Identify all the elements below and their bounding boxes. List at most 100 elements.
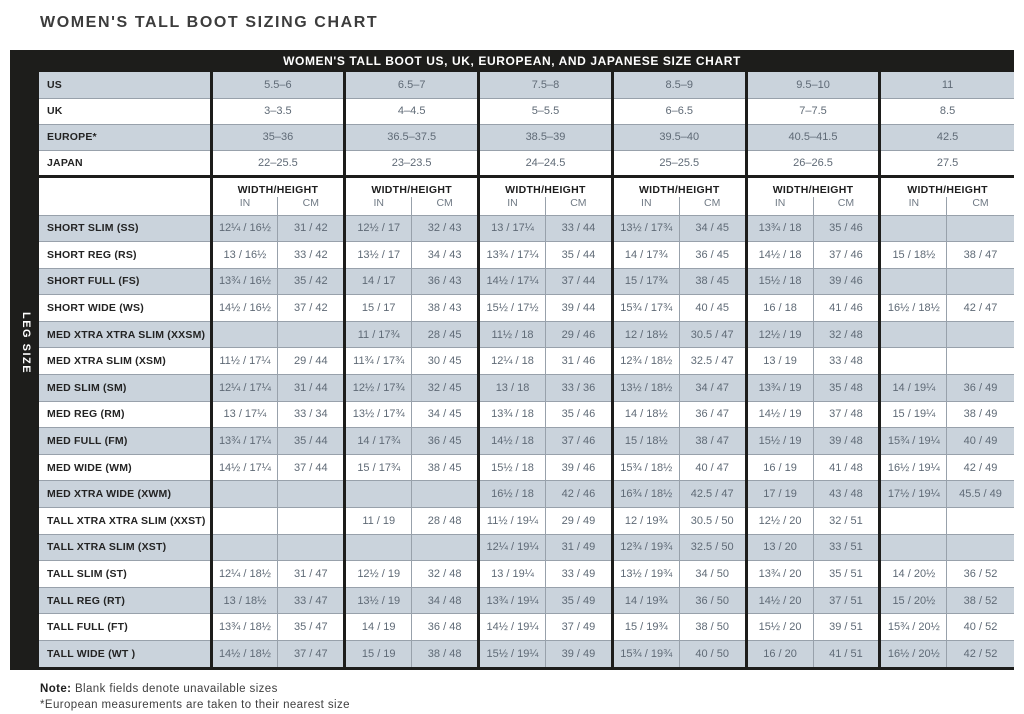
width-height-cm-value: 39 / 46	[544, 453, 613, 481]
leg-size-row: SHORT SLIM (SS) 12¼ / 16½ 31 / 42 12½ / 17 3…	[39, 214, 1014, 242]
size-value: 24–24.5	[477, 149, 613, 176]
width-height-cm-value	[277, 480, 345, 508]
width-height-in-value: 15½ / 18	[744, 267, 814, 295]
width-height-cm-value: 32 / 48	[812, 320, 880, 348]
width-height-in-value: 13¾ / 18½	[211, 613, 278, 641]
region-label: US	[39, 72, 213, 98]
width-height-in-value: 16½ / 19¼	[878, 453, 947, 481]
size-value: 7–7.5	[744, 97, 880, 124]
size-row: UK 3–3.5 4–4.5 5–5.5 6–6.5 7–7.5 8.5	[39, 97, 1014, 124]
width-height-header: WIDTH/HEIGHT	[610, 174, 747, 197]
footnote-note-label: Note:	[40, 683, 72, 695]
width-height-cm-value: 32 / 43	[411, 214, 479, 242]
width-height-in-value: 12¼ / 16½	[211, 214, 278, 242]
leg-size-label: TALL XTRA XTRA SLIM (XXST)	[39, 507, 213, 535]
width-height-in-value: 12¾ / 19¾	[610, 533, 680, 561]
units-row: IN CM IN CM IN CM IN CM IN CM IN CM	[39, 197, 1014, 215]
width-height-cm-value: 43 / 48	[812, 480, 880, 508]
leg-size-label: TALL REG (RT)	[39, 586, 213, 614]
leg-size-label: SHORT FULL (FS)	[39, 267, 213, 295]
width-height-in-value: 12¼ / 19¼	[477, 533, 546, 561]
width-height-cm-value: 35 / 49	[544, 586, 613, 614]
size-value: 9.5–10	[744, 72, 880, 98]
size-row: US 5.5–6 6.5–7 7.5–8 8.5–9 9.5–10 11	[39, 72, 1014, 98]
width-height-in-value: 13 / 19	[744, 347, 814, 375]
width-height-in-value: 14 / 19¼	[878, 374, 947, 402]
width-height-cm-value: 35 / 48	[812, 374, 880, 402]
width-height-cm-value: 30.5 / 50	[678, 507, 747, 535]
width-height-cm-value	[277, 320, 345, 348]
leg-size-row: MED SLIM (SM) 12¼ / 17¼ 31 / 44 12½ / 17¾ 32…	[39, 374, 1014, 402]
width-height-in-value	[878, 320, 947, 348]
leg-size-row: TALL XTRA XTRA SLIM (XXST) 11 / 19 28 / 48…	[39, 507, 1014, 535]
width-height-header: WIDTH/HEIGHT	[211, 174, 345, 197]
width-height-in-value: 13 / 16½	[211, 241, 278, 269]
size-value: 11	[878, 72, 1014, 98]
width-height-in-value: 12 / 18½	[610, 320, 680, 348]
leg-size-row: MED XTRA XTRA SLIM (XXSM) 11 / 17¾ 28 / 45…	[39, 320, 1014, 348]
width-height-cm-value: 31 / 49	[544, 533, 613, 561]
width-height-in-value: 14½ / 20	[744, 586, 814, 614]
width-height-cm-value: 31 / 42	[277, 214, 345, 242]
width-height-in-value: 12½ / 19	[343, 560, 412, 588]
width-height-cm-value: 32 / 48	[411, 560, 479, 588]
leg-size-row: TALL SLIM (ST) 12¼ / 18½ 31 / 47 12½ / 19 32…	[39, 560, 1014, 588]
width-height-header: WIDTH/HEIGHT	[477, 174, 613, 197]
width-height-cm-value: 34 / 45	[411, 400, 479, 428]
width-height-in-value: 11½ / 18	[477, 320, 546, 348]
width-height-in-value: 15¾ / 18½	[610, 453, 680, 481]
width-height-cm-value: 38 / 45	[678, 267, 747, 295]
width-height-cm-value: 42.5 / 47	[678, 480, 747, 508]
size-chart: WOMEN'S TALL BOOT US, UK, EUROPEAN, AND …	[10, 50, 1014, 671]
width-height-in-value: 13½ / 17¾	[343, 400, 412, 428]
width-height-in-value: 16 / 20	[744, 640, 814, 668]
leg-size-label: SHORT WIDE (WS)	[39, 294, 213, 322]
leg-size-label: TALL SLIM (ST)	[39, 560, 213, 588]
leg-size-row: TALL XTRA SLIM (XST) 12¼ / 19¼ 31 / 49 12¾ …	[39, 533, 1014, 561]
width-height-cm-value: 34 / 48	[411, 586, 479, 614]
width-height-cm-value: 31 / 46	[544, 347, 613, 375]
width-height-cm-value: 40 / 47	[678, 453, 747, 481]
width-height-cm-value	[277, 533, 345, 561]
width-height-in-value	[211, 533, 278, 561]
width-height-cm-value: 33 / 36	[544, 374, 613, 402]
size-value: 4–4.5	[343, 97, 479, 124]
width-height-in-value: 13½ / 19	[343, 586, 412, 614]
size-value: 3–3.5	[211, 97, 345, 124]
width-height-cm-value: 28 / 48	[411, 507, 479, 535]
width-height-cm-value: 39 / 46	[812, 267, 880, 295]
width-height-in-value: 13¾ / 17¼	[211, 427, 278, 455]
width-height-cm-value: 39 / 48	[812, 427, 880, 455]
width-height-in-value: 17 / 19	[744, 480, 814, 508]
unit-cm-label: CM	[678, 197, 747, 215]
width-height-in-value: 15 / 17	[343, 294, 412, 322]
width-height-in-value: 15¾ / 19¼	[878, 427, 947, 455]
width-height-in-value	[878, 267, 947, 295]
width-height-in-value: 15¾ / 17¾	[610, 294, 680, 322]
leg-size-axis: LEG SIZE	[13, 72, 39, 668]
width-height-cm-value: 29 / 49	[544, 507, 613, 535]
width-height-cm-value: 34 / 50	[678, 560, 747, 588]
size-table: US 5.5–6 6.5–7 7.5–8 8.5–9 9.5–10 11 UK 3–3.5 4–4…	[39, 72, 1014, 668]
width-height-in-value	[878, 214, 947, 242]
width-height-cm-value: 37 / 42	[277, 294, 345, 322]
chart-body: LEG SIZE US 5.5–6 6.5–7 7.5–8 8.5–9 9.5–10 11 U…	[10, 72, 1014, 671]
width-height-in-value: 11 / 17¾	[343, 320, 412, 348]
width-height-in-value: 15 / 17¾	[343, 453, 412, 481]
width-height-in-value: 15 / 18½	[610, 427, 680, 455]
width-height-cm-value: 42 / 52	[946, 640, 1014, 668]
size-value: 7.5–8	[477, 72, 613, 98]
width-height-cm-value: 40 / 52	[946, 613, 1014, 641]
size-value: 42.5	[878, 123, 1014, 150]
width-height-in-value: 14 / 17	[343, 267, 412, 295]
page-title: WOMEN'S TALL BOOT SIZING CHART	[40, 14, 379, 31]
width-height-cm-value: 35 / 42	[277, 267, 345, 295]
width-height-cm-value: 37 / 51	[812, 586, 880, 614]
width-height-header-row: WIDTH/HEIGHT WIDTH/HEIGHT WIDTH/HEIGHT WIDT…	[39, 174, 1014, 215]
width-height-in-value: 14 / 17¾	[610, 241, 680, 269]
leg-size-label: TALL WIDE (WT )	[39, 640, 213, 668]
size-value: 36.5–37.5	[343, 123, 479, 150]
width-height-in-value: 11½ / 17¼	[211, 347, 278, 375]
size-value: 26–26.5	[744, 149, 880, 176]
footnotes: Note: Blank fields denote unavailable si…	[40, 681, 350, 714]
